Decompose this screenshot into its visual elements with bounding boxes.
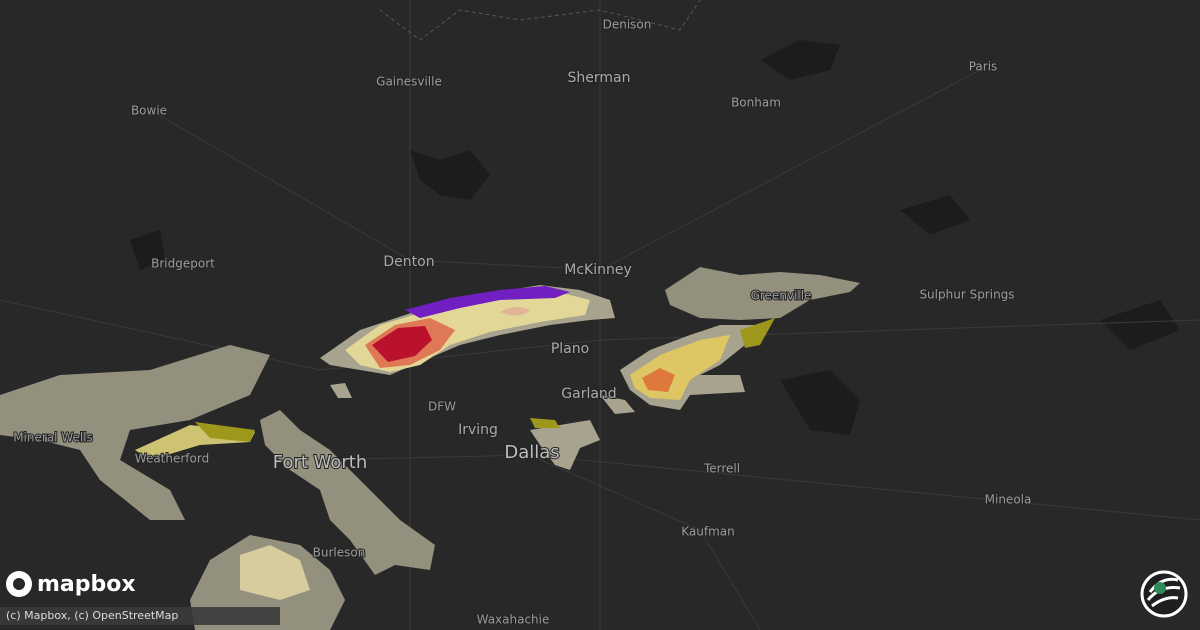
road bbox=[149, 69, 981, 271]
city-label: Denton bbox=[383, 254, 434, 270]
city-label: Bonham bbox=[731, 96, 781, 110]
mapbox-logo[interactable]: mapbox bbox=[6, 571, 136, 597]
state-border bbox=[379, 0, 701, 41]
city-label: McKinney bbox=[564, 262, 632, 278]
city-label: Burleson bbox=[313, 546, 366, 560]
swath-olive bbox=[740, 318, 775, 348]
city-label: Bridgeport bbox=[151, 257, 215, 271]
road bbox=[0, 299, 1200, 371]
city-labels: Denison Sherman Gainesville Bowie Bonham… bbox=[12, 17, 1032, 628]
city-label: Kaufman bbox=[681, 525, 735, 539]
lake bbox=[760, 40, 840, 80]
logo-icon-inner bbox=[13, 578, 25, 590]
swath-light bbox=[240, 545, 310, 600]
lake bbox=[410, 150, 490, 200]
city-label: Mineral Wells bbox=[13, 431, 93, 445]
swath-gray bbox=[600, 395, 635, 414]
city-label: Irving bbox=[458, 422, 498, 438]
city-label: Waxahachie bbox=[477, 613, 550, 627]
city-label: Plano bbox=[551, 341, 589, 357]
city-label: Gainesville bbox=[376, 75, 442, 89]
swath-gray bbox=[530, 420, 600, 470]
swath-gray bbox=[260, 410, 435, 575]
city-label: Denison bbox=[603, 18, 652, 32]
city-label: DFW bbox=[428, 400, 456, 414]
city-label: Weatherford bbox=[135, 452, 209, 466]
lake bbox=[130, 230, 165, 270]
city-label: Mineola bbox=[985, 493, 1032, 507]
city-label: Bowie bbox=[131, 104, 167, 118]
city-label: Paris bbox=[969, 60, 998, 74]
storm-swaths bbox=[0, 267, 860, 630]
city-label: Dallas bbox=[504, 442, 559, 463]
city-label: Garland bbox=[561, 386, 616, 402]
city-label: Terrell bbox=[703, 462, 740, 476]
city-label: Sherman bbox=[568, 70, 631, 86]
site-logo-dot bbox=[1154, 582, 1166, 594]
lake bbox=[900, 195, 970, 235]
swath-gray bbox=[0, 345, 270, 520]
attribution-background bbox=[0, 607, 280, 625]
swath-gray bbox=[330, 383, 352, 398]
swath-peach bbox=[500, 306, 530, 316]
swath-purple bbox=[405, 286, 570, 318]
city-label: Fort Worth bbox=[273, 452, 368, 473]
city-label: Greenville bbox=[751, 289, 812, 303]
swath-orange bbox=[642, 368, 675, 392]
lake bbox=[1100, 300, 1180, 350]
swath-red bbox=[372, 326, 432, 362]
lake bbox=[780, 370, 860, 435]
site-logo-ring bbox=[1140, 570, 1188, 618]
city-label: Sulphur Springs bbox=[919, 288, 1014, 302]
attribution[interactable]: (c) Mapbox, (c) OpenStreetMap bbox=[6, 609, 178, 622]
logo-text: mapbox bbox=[37, 572, 136, 597]
site-logo bbox=[1140, 570, 1188, 618]
swath-gray bbox=[665, 267, 860, 320]
road bbox=[529, 454, 761, 630]
swath-olive bbox=[530, 418, 560, 428]
swath-olive bbox=[195, 422, 255, 442]
